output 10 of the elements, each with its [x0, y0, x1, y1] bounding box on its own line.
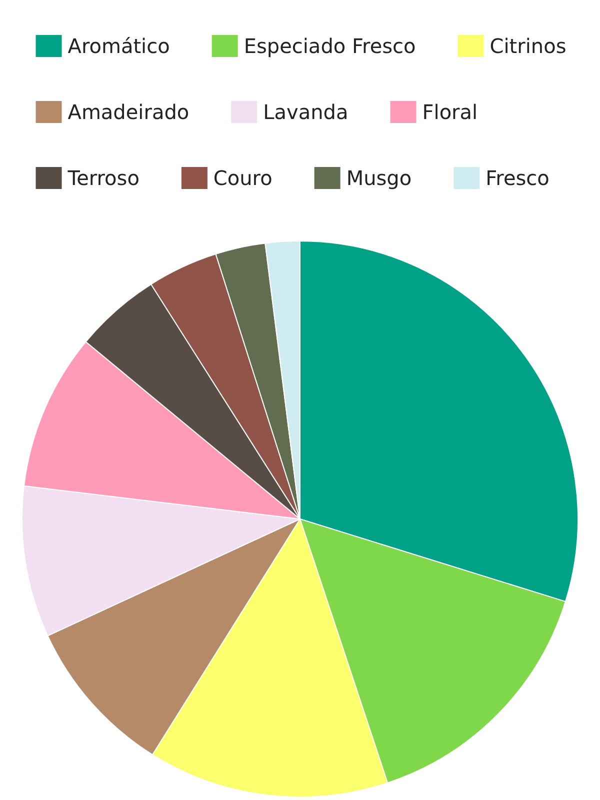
legend-label: Musgo — [346, 166, 412, 190]
legend-label: Fresco — [486, 166, 550, 190]
legend-label: Amadeirado — [68, 100, 190, 124]
legend-label: Citrinos — [490, 34, 566, 58]
legend-label: Couro — [213, 166, 272, 190]
legend-label: Aromático — [68, 34, 170, 58]
legend-label: Terroso — [66, 166, 140, 190]
legend-label: Floral — [422, 100, 478, 124]
legend-label: Lavanda — [263, 100, 348, 124]
legend-label: Especiado Fresco — [244, 34, 416, 58]
